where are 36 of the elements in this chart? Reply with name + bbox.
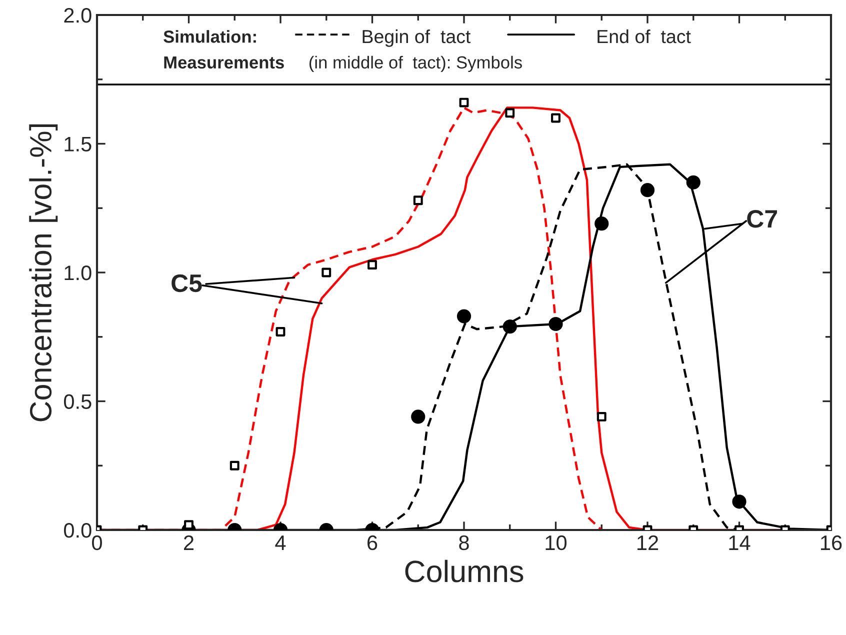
y-tick-label: 0.0	[64, 523, 92, 538]
point	[456, 309, 472, 324]
x-tick-label: 4	[275, 536, 286, 550]
x-tick-label: 8	[459, 535, 469, 550]
x-tick-label: 14	[729, 536, 750, 550]
x-tick-label: 0	[92, 535, 102, 550]
annotation: C7	[747, 210, 777, 228]
x-axis-title: Columns	[405, 560, 524, 582]
y-tick-label: 0.5	[64, 394, 92, 410]
annotation: End of tact	[598, 29, 691, 44]
annotation: Measurements	[164, 56, 284, 69]
point	[322, 268, 332, 278]
point	[640, 183, 655, 198]
point	[594, 216, 609, 231]
point	[413, 196, 423, 206]
point	[505, 108, 515, 118]
point	[686, 175, 700, 190]
annotation: C5	[172, 274, 202, 292]
x-tick-label: 6	[368, 535, 378, 550]
x-tick-label: 16	[821, 535, 842, 550]
point	[459, 98, 469, 108]
x-tick-label: 12	[638, 535, 658, 550]
point	[276, 327, 286, 336]
point	[502, 320, 517, 334]
annotation: Begin of tact	[362, 29, 471, 47]
annotation: Simulation:	[164, 30, 256, 43]
x-tick-label: 10	[546, 535, 567, 550]
y-tick-label: 1.0	[64, 266, 92, 280]
annotation: (in middle of tact): Symbols	[309, 56, 522, 72]
y-tick-label: 1.5	[64, 136, 92, 152]
y-tick-label: 2.0	[64, 8, 92, 23]
point	[368, 260, 377, 270]
point	[548, 316, 563, 332]
y-axis-title: Concentration [vol.-%]	[29, 124, 58, 422]
point	[551, 113, 560, 123]
x-tick-label: 2	[184, 535, 194, 550]
